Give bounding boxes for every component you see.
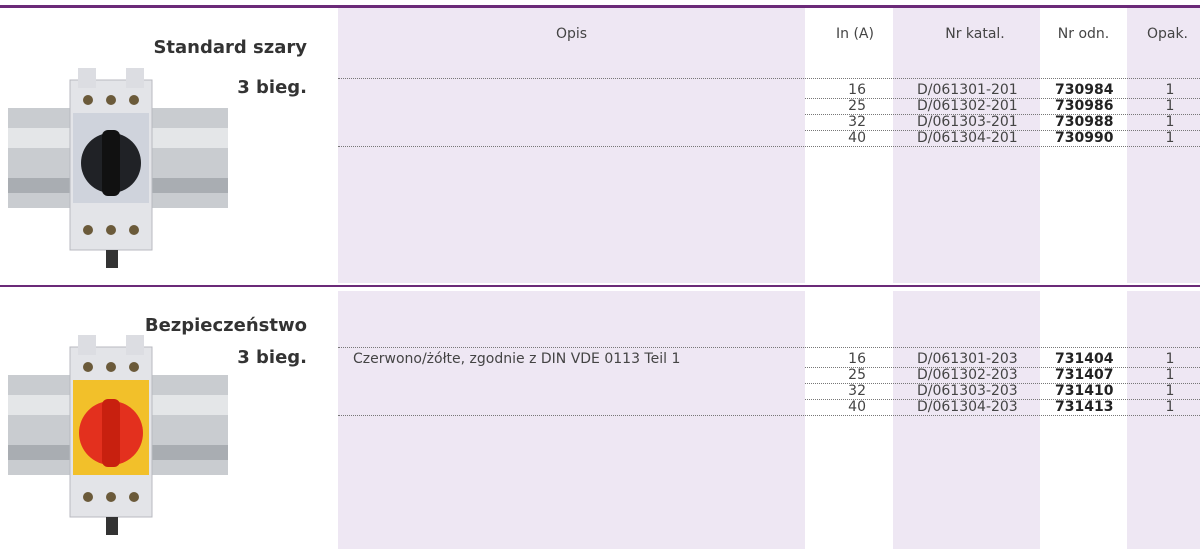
order-no: 730988: [1055, 114, 1113, 130]
pack: 1: [1160, 367, 1180, 383]
order-no: 731407: [1055, 367, 1113, 383]
current: 40: [820, 130, 866, 146]
order-no: 730984: [1055, 82, 1113, 98]
row-divider: [338, 415, 1200, 416]
current: 32: [820, 114, 866, 130]
catalog-no: D/061304-201: [917, 130, 1018, 146]
column-header: Opak.: [1135, 26, 1200, 42]
section-name: Bezpieczeństwo: [145, 315, 307, 336]
catalog-page: {"header": {"columns": ["Opis", "In (A)"…: [0, 0, 1200, 549]
product-image: [8, 58, 233, 278]
column-header: Nr katal.: [900, 26, 1050, 42]
pack: 1: [1160, 399, 1180, 415]
column-bg: [338, 8, 805, 549]
row-divider: [338, 78, 1200, 79]
catalog-no: D/061302-201: [917, 98, 1018, 114]
current: 32: [820, 383, 866, 399]
current: 16: [820, 351, 866, 367]
catalog-no: D/061301-203: [917, 351, 1018, 367]
catalog-no: D/061303-201: [917, 114, 1018, 130]
column-header: Opis: [338, 26, 805, 42]
section-name: Standard szary: [153, 37, 307, 58]
top-rule: [0, 5, 1200, 8]
section-rule: [0, 285, 1200, 287]
order-no: 731413: [1055, 399, 1113, 415]
pack: 1: [1160, 130, 1180, 146]
section-positions: 3 bieg.: [237, 77, 307, 98]
pack: 1: [1160, 351, 1180, 367]
current: 25: [820, 367, 866, 383]
row-divider: [338, 347, 1200, 348]
catalog-no: D/061303-203: [917, 383, 1018, 399]
current: 25: [820, 98, 866, 114]
order-no: 730986: [1055, 98, 1113, 114]
pack: 1: [1160, 383, 1180, 399]
product-image: [8, 325, 233, 545]
pack: 1: [1160, 82, 1180, 98]
pack: 1: [1160, 114, 1180, 130]
pack: 1: [1160, 98, 1180, 114]
description: Czerwono/żółte, zgodnie z DIN VDE 0113 T…: [353, 351, 680, 367]
order-no: 731404: [1055, 351, 1113, 367]
catalog-no: D/061302-203: [917, 367, 1018, 383]
current: 16: [820, 82, 866, 98]
section-positions: 3 bieg.: [237, 347, 307, 368]
column-header: Nr odn.: [1040, 26, 1127, 42]
row-divider: [338, 146, 1200, 147]
order-no: 730990: [1055, 130, 1113, 146]
catalog-no: D/061304-203: [917, 399, 1018, 415]
order-no: 731410: [1055, 383, 1113, 399]
column-header: In (A): [805, 26, 905, 42]
catalog-no: D/061301-201: [917, 82, 1018, 98]
current: 40: [820, 399, 866, 415]
